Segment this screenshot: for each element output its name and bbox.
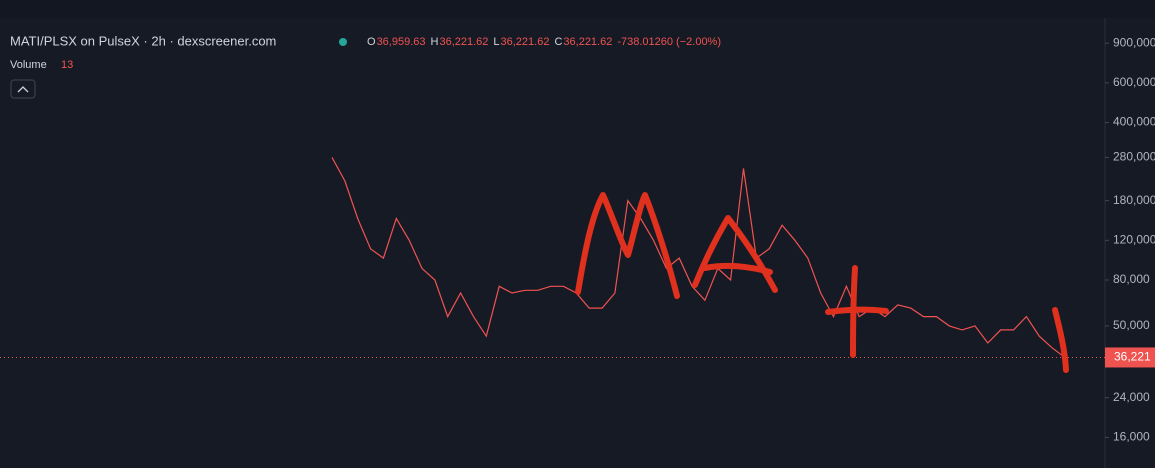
annotation-scribble	[575, 192, 1069, 373]
y-tick-label: 50,000	[1113, 318, 1150, 332]
ohlc-label: L	[493, 36, 499, 48]
y-tick-label: 16,000	[1113, 430, 1150, 444]
y-tick-label: 24,000	[1113, 390, 1150, 404]
ohlc-label: H	[431, 36, 439, 48]
ohlc: O 36,959.63 H 36,221.62 L 36,221.62 C 36,221.62…	[367, 36, 721, 48]
chart-title: MATI/PLSX on PulseX · 2h · dexscreener.c…	[10, 33, 276, 48]
ohlc-value: 36,221.62	[501, 36, 550, 48]
y-tick-label: 120,000	[1113, 232, 1155, 246]
price-line	[331, 157, 1066, 358]
y-tick-label: 280,000	[1113, 150, 1155, 164]
ohlc-value: 36,221.62	[563, 36, 612, 48]
collapse-icon	[17, 86, 29, 93]
y-tick-label: 600,000	[1113, 75, 1155, 89]
top-bar	[0, 0, 1155, 18]
scribble-t	[825, 265, 889, 358]
y-tick-label: 900,000	[1113, 35, 1155, 49]
y-tick-label: 180,000	[1113, 193, 1155, 207]
ohlc-label: O	[367, 36, 376, 48]
y-tick-label: 400,000	[1113, 115, 1155, 129]
ohlc-value: 36,221.62	[439, 36, 488, 48]
volume-value: 13	[61, 59, 73, 71]
volume-label: Volume	[10, 59, 47, 71]
scribble-m	[575, 192, 680, 299]
change: -738.01260 (−2.00%)	[617, 36, 721, 48]
ohlc-value: 36,959.63	[377, 36, 426, 48]
collapse-button[interactable]	[10, 79, 36, 99]
ohlc-label: C	[554, 36, 562, 48]
scribble-a-bar	[702, 262, 773, 275]
y-tick-label: 80,000	[1113, 272, 1150, 286]
plot: 900,000 600,000 400,000 280,000 180,000 120,0…	[0, 35, 1155, 444]
price-label-box	[1105, 347, 1155, 368]
scribble-stroke	[1052, 307, 1069, 373]
price-label: 36,221	[1114, 350, 1151, 364]
status-dot	[339, 38, 347, 46]
